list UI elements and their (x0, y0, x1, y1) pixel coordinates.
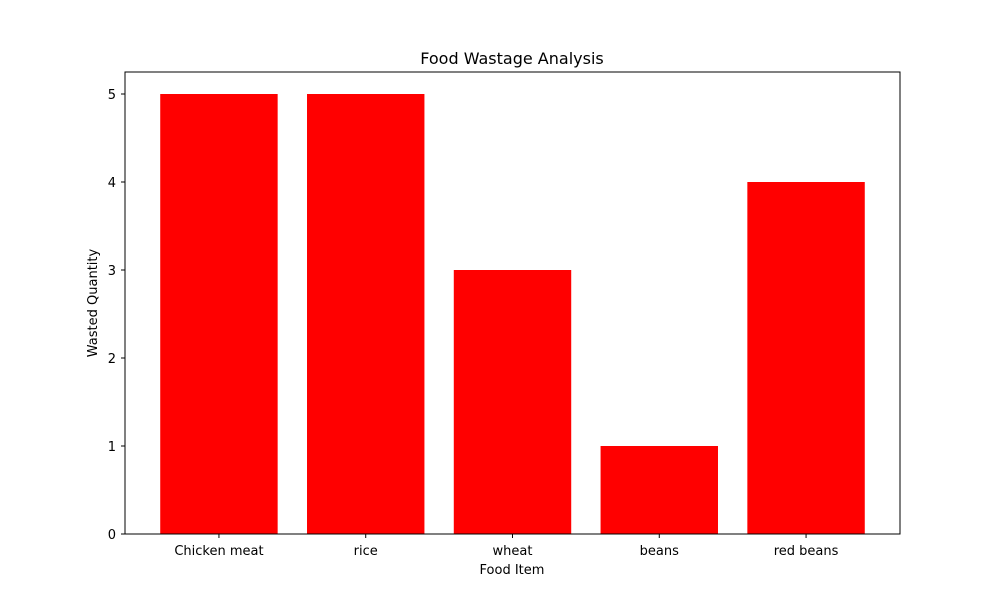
y-tick-label: 1 (108, 440, 116, 455)
x-tick-label: Chicken meat (174, 544, 263, 559)
y-axis-label: Wasted Quantity (86, 248, 101, 357)
y-tick-label: 0 (108, 528, 116, 543)
plot-frame (124, 71, 901, 535)
x-tick-label: red beans (774, 544, 839, 559)
x-axis-ticks: Chicken meat rice wheat beans red beans (174, 534, 839, 559)
bar-chicken-meat (160, 94, 278, 534)
y-axis-ticks: 0 1 2 3 4 5 (108, 88, 125, 543)
y-tick-label: 4 (108, 176, 116, 191)
chart-title: Food Wastage Analysis (420, 49, 603, 68)
y-tick-label: 3 (108, 264, 116, 279)
bar-red-beans (747, 182, 865, 534)
x-axis-label: Food Item (480, 563, 545, 578)
bars-layer (160, 94, 865, 534)
y-tick-label: 5 (108, 88, 116, 103)
bar-beans (600, 446, 718, 534)
x-tick-label: beans (640, 544, 679, 559)
bar-wheat (453, 270, 572, 534)
x-tick-label: rice (354, 544, 378, 559)
bar-rice (307, 94, 425, 534)
y-tick-label: 2 (108, 352, 116, 367)
x-tick-label: wheat (493, 544, 533, 559)
